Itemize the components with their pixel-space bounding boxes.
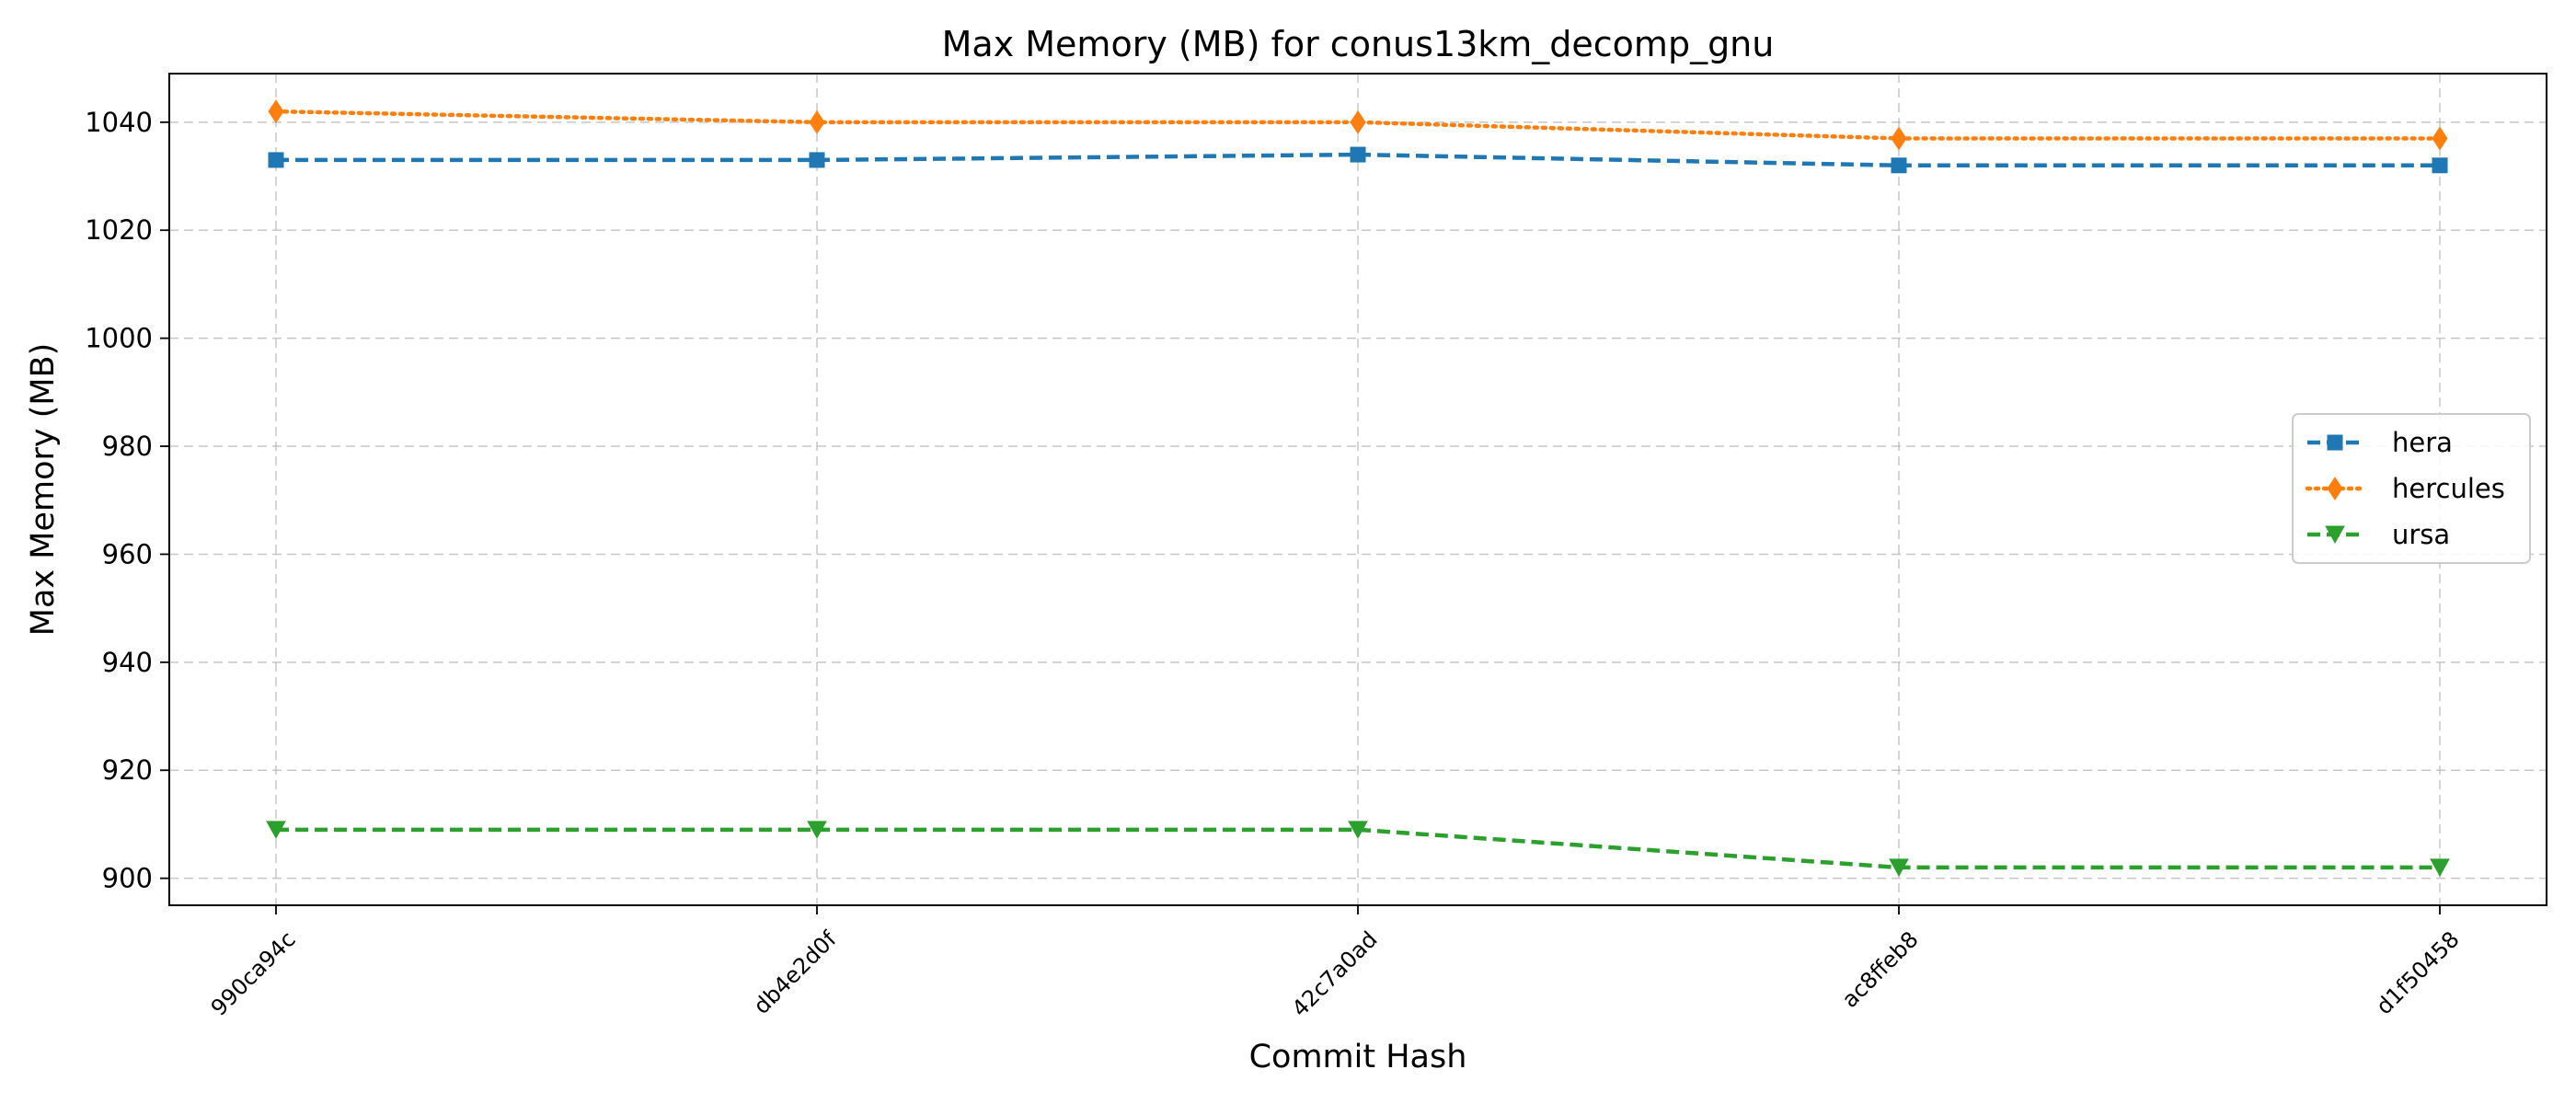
data-point-ursa [807,821,827,839]
y-tick-label: 980 [102,431,153,462]
legend-label-ursa: ursa [2392,519,2450,550]
y-tick-label: 1040 [85,107,153,138]
y-tick-label: 960 [102,538,153,569]
series-ursa [266,821,2450,877]
legend-label-hera: hera [2392,427,2453,458]
y-tick-label: 1000 [85,323,153,354]
chart-title: Max Memory (MB) for conus13km_decomp_gnu [942,24,1775,64]
legend-label-hercules: hercules [2392,473,2505,504]
y-axis-label: Max Memory (MB) [25,343,62,636]
data-point-ursa [1348,821,1368,839]
data-point-hercules [1350,109,1366,134]
data-point-ursa [1889,858,1909,877]
legend-item-hercules: hercules [2305,473,2505,504]
data-point-hera [1350,146,1366,163]
y-tick-label: 900 [102,863,153,894]
data-point-hercules [268,99,284,123]
series-line-hercules [273,109,2443,141]
data-point-hera [809,152,825,168]
series-hercules [268,99,2448,151]
series-group [266,99,2450,877]
data-point-hera [2432,157,2448,174]
legend-marker-ursa [2325,525,2345,545]
data-point-hera [1891,157,1907,174]
series-hera [268,146,2448,174]
y-tick-label: 940 [102,647,153,678]
data-point-hera [268,152,284,168]
legend-marker-hercules [2327,477,2343,500]
data-point-ursa [266,821,286,839]
y-tick-label: 920 [102,754,153,786]
legend-item-ursa: ursa [2307,519,2450,550]
legend: hera hercules ursa [2292,413,2531,564]
data-point-hercules [809,109,825,134]
y-tick-label: 1020 [85,214,153,246]
legend-box [2292,413,2531,564]
data-point-hercules [1891,126,1907,151]
legend-item-hera: hera [2307,427,2453,458]
data-point-ursa [2430,858,2450,877]
x-axis-label: Commit Hash [1249,1039,1467,1075]
legend-items: hera hercules ursa [2305,427,2505,550]
data-point-hercules [2432,126,2448,151]
legend-marker-hera [2327,434,2343,451]
